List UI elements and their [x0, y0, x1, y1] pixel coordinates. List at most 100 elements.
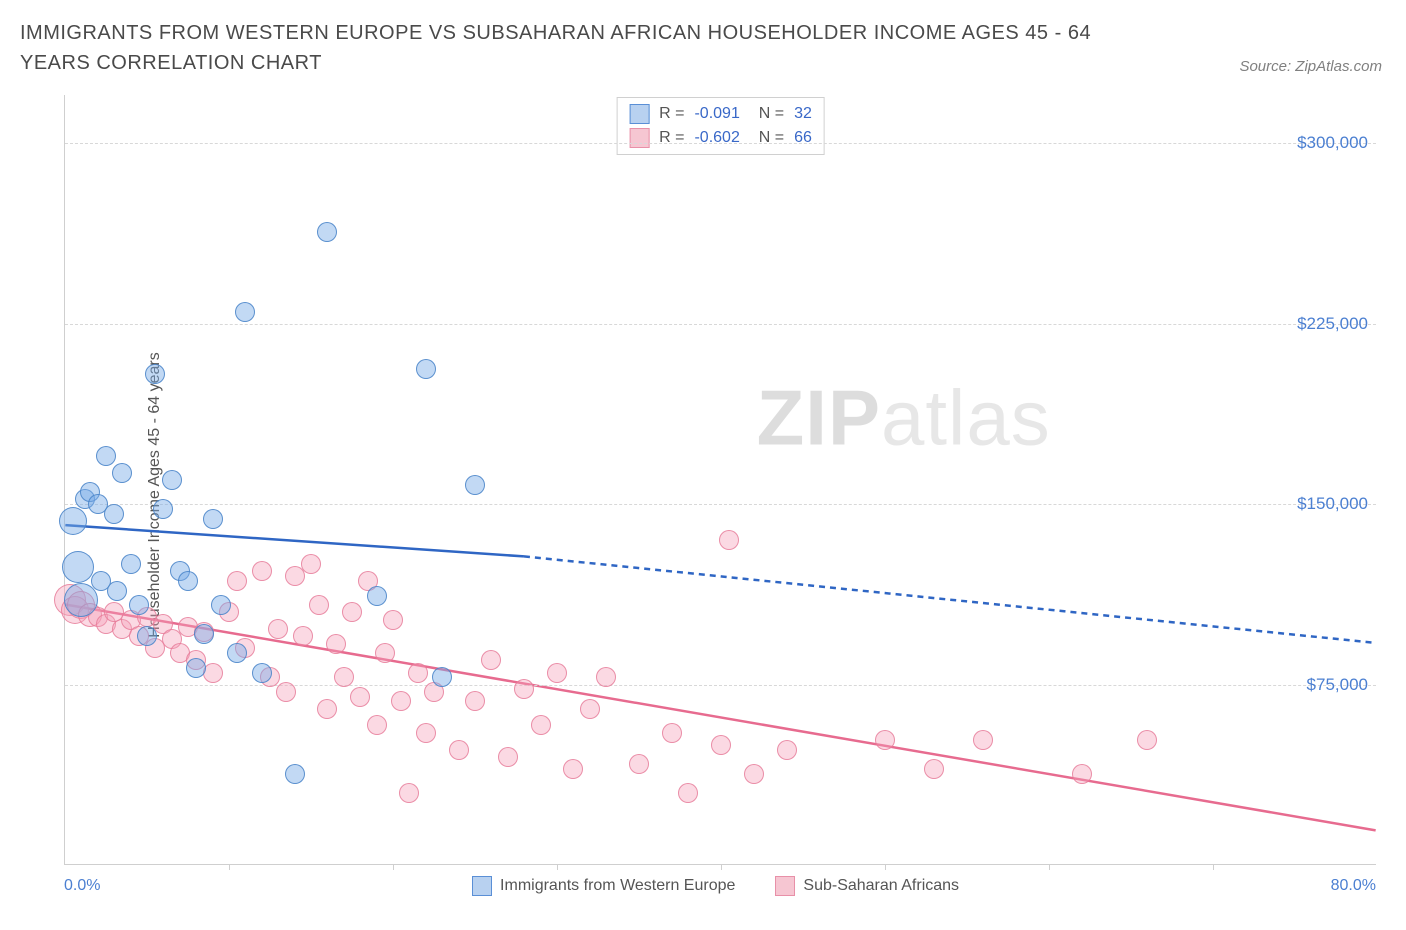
scatter-point-blue — [285, 764, 305, 784]
scatter-point-blue — [107, 581, 127, 601]
swatch-pink-icon — [775, 876, 795, 896]
scatter-point-blue — [59, 507, 87, 535]
stats-box: R = -0.091 N = 32 R = -0.602 N = 66 — [616, 97, 825, 155]
scatter-point-pink — [416, 723, 436, 743]
scatter-point-blue — [104, 504, 124, 524]
legend-label-blue: Immigrants from Western Europe — [500, 877, 735, 895]
watermark: ZIPatlas — [757, 372, 1051, 463]
scatter-point-pink — [596, 667, 616, 687]
source-text: Source: ZipAtlas.com — [1239, 58, 1382, 75]
scatter-point-blue — [145, 364, 165, 384]
scatter-point-pink — [317, 699, 337, 719]
scatter-point-pink — [719, 530, 739, 550]
gridline — [65, 324, 1376, 325]
scatter-point-blue — [186, 658, 206, 678]
scatter-point-pink — [481, 650, 501, 670]
swatch-pink-icon — [629, 128, 649, 148]
r-value-pink: -0.602 — [694, 126, 739, 150]
scatter-point-pink — [293, 626, 313, 646]
scatter-point-pink — [924, 759, 944, 779]
scatter-point-pink — [301, 554, 321, 574]
scatter-point-pink — [875, 730, 895, 750]
swatch-blue-icon — [472, 876, 492, 896]
legend-bottom: Immigrants from Western Europe Sub-Sahar… — [472, 876, 959, 896]
gridline — [65, 504, 1376, 505]
x-axis-max-label: 80.0% — [1331, 877, 1376, 895]
x-tick — [721, 864, 722, 870]
x-axis-row: 0.0% Immigrants from Western Europe Sub-… — [64, 871, 1376, 901]
scatter-point-pink — [367, 715, 387, 735]
scatter-point-pink — [276, 682, 296, 702]
scatter-point-pink — [326, 634, 346, 654]
scatter-point-pink — [744, 764, 764, 784]
scatter-point-blue — [235, 302, 255, 322]
stats-row-pink: R = -0.602 N = 66 — [629, 126, 812, 150]
scatter-point-pink — [391, 691, 411, 711]
x-tick — [393, 864, 394, 870]
y-tick-label: $75,000 — [1307, 675, 1368, 695]
scatter-point-pink — [1137, 730, 1157, 750]
plot-area: ZIPatlas R = -0.091 N = 32 R = -0.602 N … — [64, 95, 1376, 865]
scatter-point-pink — [662, 723, 682, 743]
scatter-point-pink — [1072, 764, 1092, 784]
scatter-point-pink — [547, 663, 567, 683]
scatter-point-blue — [162, 470, 182, 490]
chart-container: Householder Income Ages 45 - 64 years ZI… — [20, 95, 1386, 895]
scatter-point-pink — [531, 715, 551, 735]
scatter-point-pink — [498, 747, 518, 767]
scatter-point-pink — [252, 561, 272, 581]
scatter-point-blue — [367, 586, 387, 606]
scatter-point-blue — [129, 595, 149, 615]
scatter-point-pink — [563, 759, 583, 779]
scatter-point-pink — [449, 740, 469, 760]
y-tick-label: $150,000 — [1297, 494, 1368, 514]
scatter-point-pink — [383, 610, 403, 630]
scatter-point-blue — [252, 663, 272, 683]
x-tick — [1049, 864, 1050, 870]
scatter-point-pink — [342, 602, 362, 622]
x-tick — [229, 864, 230, 870]
scatter-point-pink — [629, 754, 649, 774]
scatter-point-pink — [334, 667, 354, 687]
legend-item-blue: Immigrants from Western Europe — [472, 876, 735, 896]
scatter-point-blue — [178, 571, 198, 591]
x-tick — [557, 864, 558, 870]
scatter-point-blue — [465, 475, 485, 495]
n-label: N = — [750, 126, 784, 150]
scatter-point-blue — [112, 463, 132, 483]
scatter-point-blue — [62, 551, 94, 583]
scatter-point-pink — [514, 679, 534, 699]
scatter-point-pink — [408, 663, 428, 683]
n-value-pink: 66 — [794, 126, 812, 150]
scatter-point-pink — [268, 619, 288, 639]
scatter-point-pink — [350, 687, 370, 707]
scatter-point-pink — [580, 699, 600, 719]
scatter-point-blue — [96, 446, 116, 466]
scatter-point-blue — [64, 583, 98, 617]
scatter-point-pink — [375, 643, 395, 663]
watermark-bold: ZIP — [757, 373, 881, 461]
legend-label-pink: Sub-Saharan Africans — [803, 877, 959, 895]
scatter-point-blue — [211, 595, 231, 615]
stats-row-blue: R = -0.091 N = 32 — [629, 102, 812, 126]
watermark-light: atlas — [881, 373, 1051, 461]
scatter-point-blue — [194, 624, 214, 644]
x-axis-min-label: 0.0% — [64, 877, 100, 895]
scatter-point-pink — [309, 595, 329, 615]
scatter-point-pink — [711, 735, 731, 755]
scatter-point-blue — [153, 499, 173, 519]
gridline — [65, 143, 1376, 144]
chart-title: IMMIGRANTS FROM WESTERN EUROPE VS SUBSAH… — [20, 18, 1120, 78]
scatter-point-blue — [432, 667, 452, 687]
r-label: R = — [659, 102, 684, 126]
scatter-point-pink — [973, 730, 993, 750]
y-tick-label: $225,000 — [1297, 314, 1368, 334]
scatter-point-pink — [399, 783, 419, 803]
swatch-blue-icon — [629, 104, 649, 124]
gridline — [65, 685, 1376, 686]
r-value-blue: -0.091 — [694, 102, 739, 126]
scatter-point-blue — [137, 626, 157, 646]
scatter-point-blue — [203, 509, 223, 529]
y-tick-label: $300,000 — [1297, 133, 1368, 153]
scatter-point-pink — [465, 691, 485, 711]
